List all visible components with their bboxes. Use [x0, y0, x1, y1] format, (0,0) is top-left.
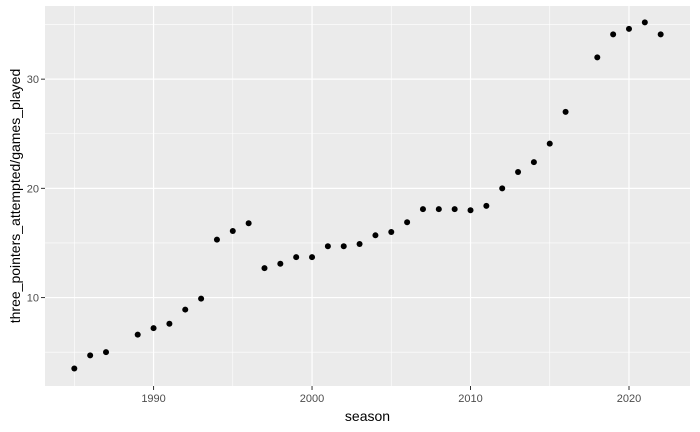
x-axis-title: season [345, 408, 390, 424]
data-point [309, 254, 316, 261]
data-point [229, 227, 236, 234]
y-tick-label: 20 [27, 183, 39, 195]
data-point [150, 325, 157, 332]
minor-grid [45, 6, 690, 386]
data-point [372, 232, 379, 239]
data-point [198, 295, 205, 302]
data-point [388, 229, 395, 236]
data-point [87, 352, 94, 359]
data-point [277, 260, 284, 267]
x-tick-label: 2020 [617, 393, 641, 405]
data-point [499, 185, 506, 192]
data-point [134, 331, 141, 338]
data-point [213, 236, 220, 243]
data-point [261, 265, 268, 272]
data-point [419, 206, 426, 213]
data-point [515, 168, 522, 175]
x-tick-label: 1990 [141, 393, 165, 405]
data-points [71, 19, 664, 372]
data-point [451, 206, 458, 213]
data-point [71, 365, 78, 372]
plot-panel [45, 6, 690, 386]
data-point [103, 349, 110, 356]
y-axis-title: three_pointers_attempted/games_played [7, 69, 23, 324]
data-point [594, 54, 601, 61]
data-point [340, 243, 347, 250]
data-point [182, 306, 189, 313]
data-point [404, 219, 411, 226]
x-axis-ticks: 1990 2000 2010 2020 [141, 386, 641, 405]
major-grid [45, 6, 690, 386]
y-tick-label: 30 [27, 74, 39, 86]
y-axis-ticks: 10 20 30 [27, 74, 45, 305]
y-tick-label: 10 [27, 293, 39, 305]
data-point [467, 207, 474, 214]
data-point [324, 243, 331, 250]
data-point [356, 241, 363, 248]
data-point [641, 19, 648, 26]
data-point [546, 140, 553, 147]
data-point [435, 206, 442, 213]
data-point [245, 220, 252, 227]
data-point [657, 31, 664, 38]
x-tick-label: 2000 [300, 393, 324, 405]
data-point [293, 254, 300, 261]
data-point [483, 202, 490, 209]
data-point [530, 159, 537, 166]
data-point [610, 31, 617, 38]
x-tick-label: 2010 [458, 393, 482, 405]
data-point [625, 25, 632, 32]
data-point [562, 108, 569, 115]
data-point [166, 320, 173, 327]
